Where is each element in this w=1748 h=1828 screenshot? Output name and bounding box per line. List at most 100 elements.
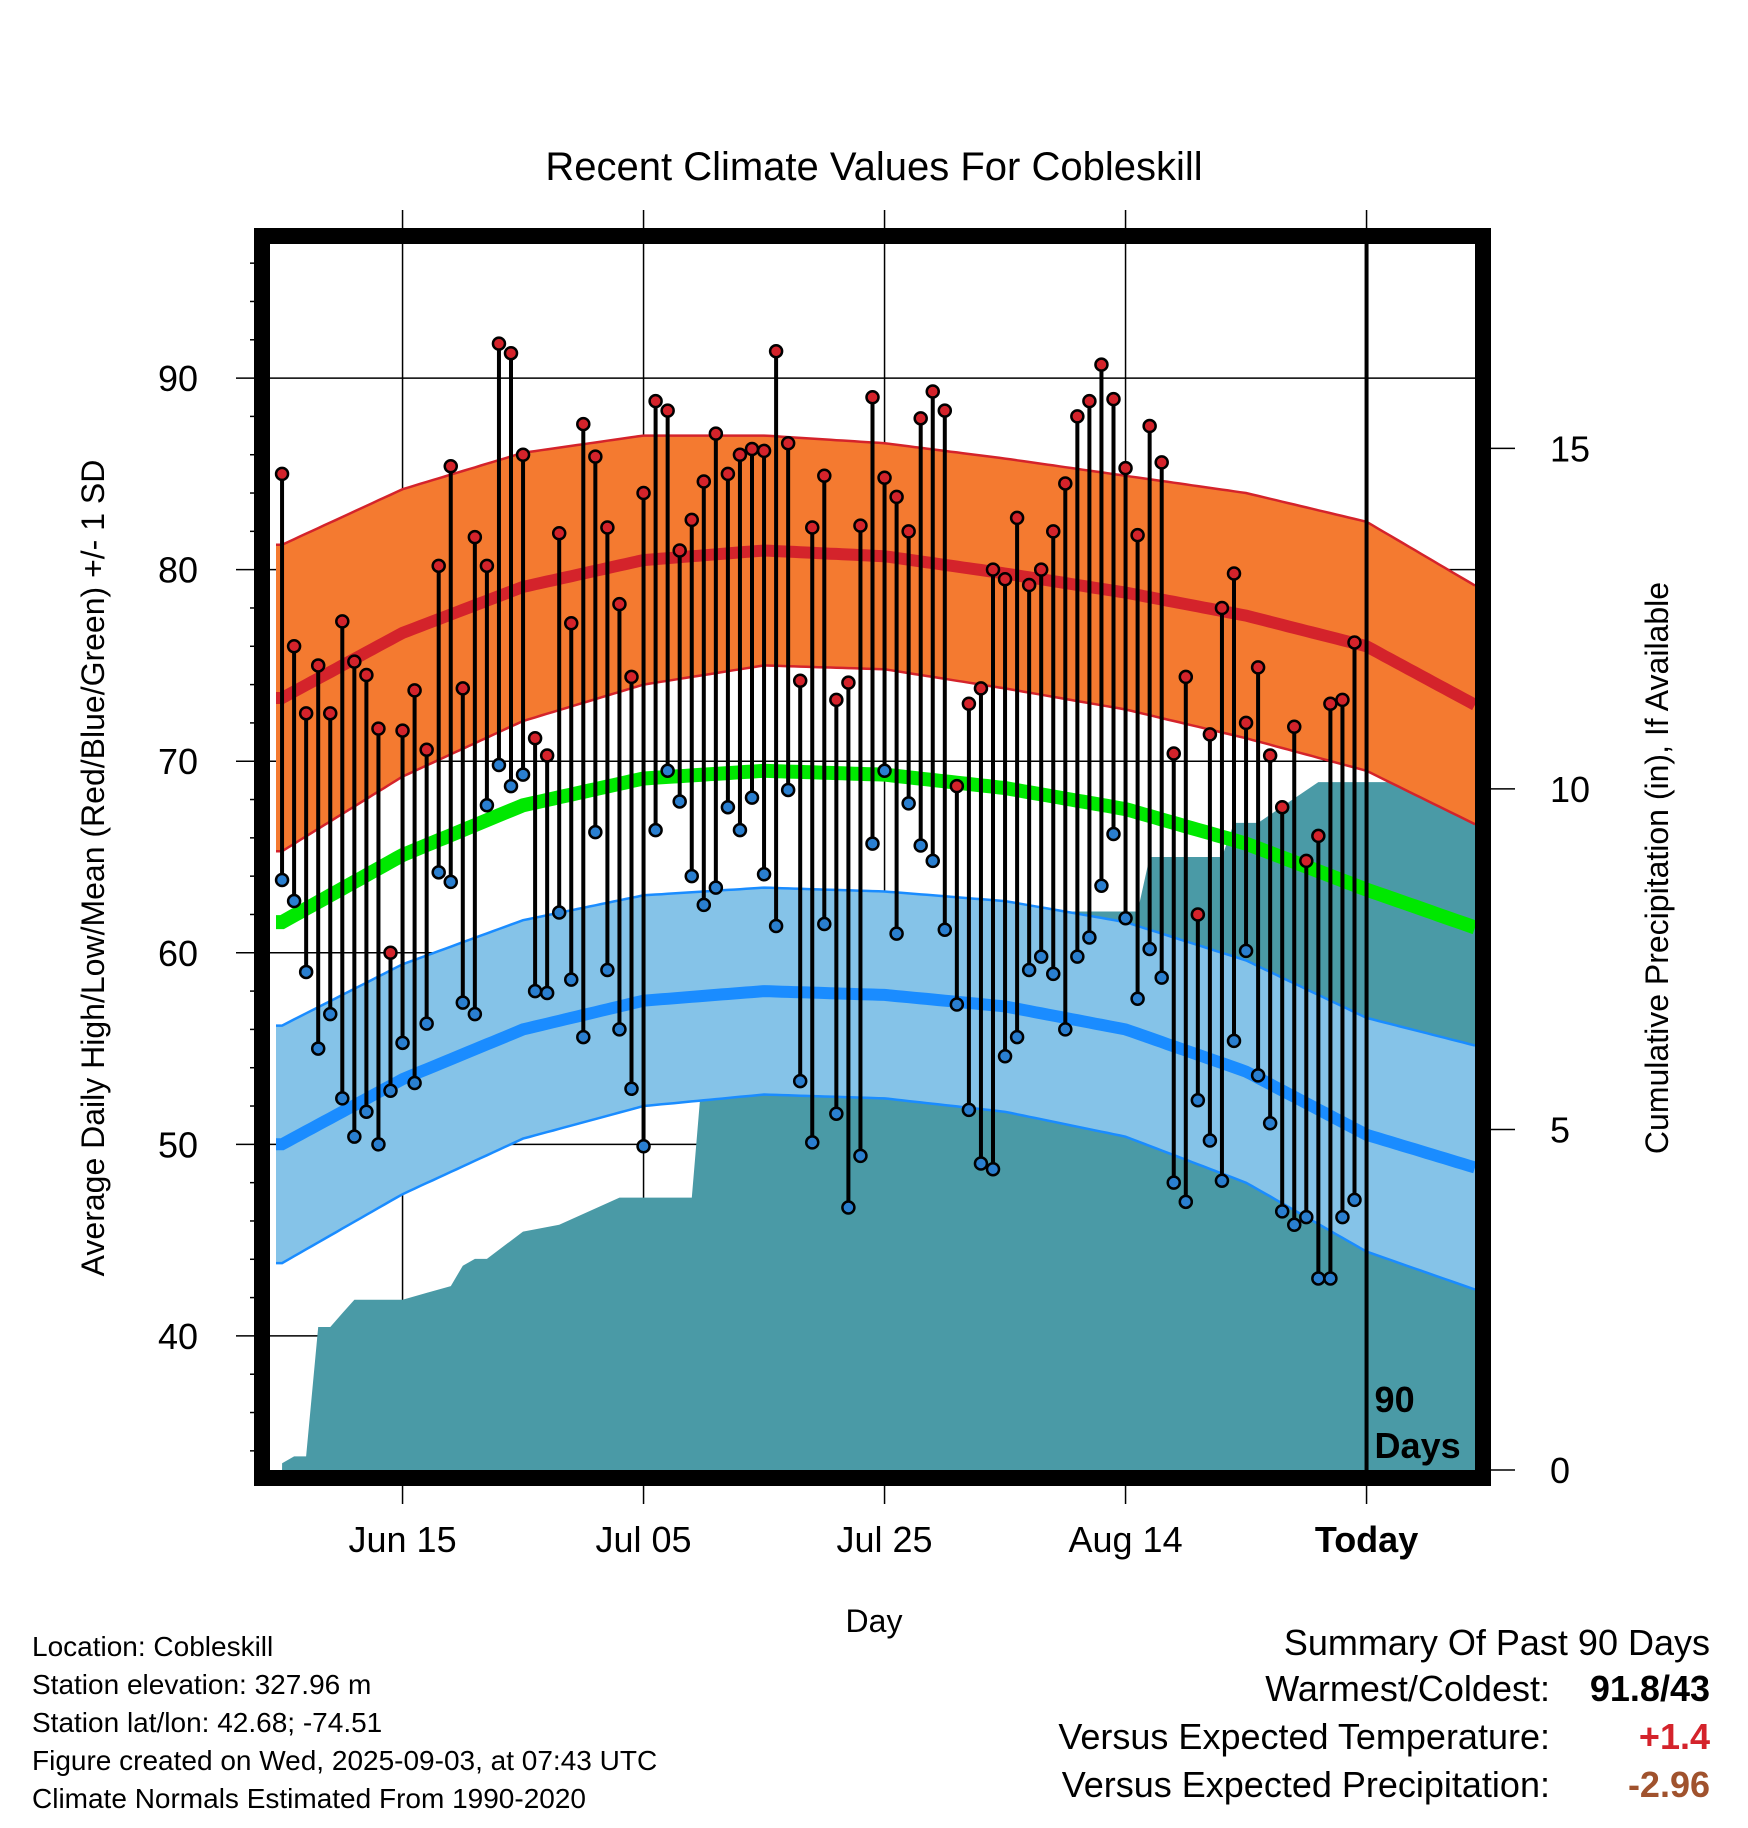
daily-low-point xyxy=(1046,966,1061,982)
daily-low-point xyxy=(696,897,712,913)
daily-low-point xyxy=(1082,930,1097,945)
daily-low-point xyxy=(491,757,507,773)
created-text: Figure created on Wed, 2025-09-03, at 07… xyxy=(32,1745,658,1776)
daily-high-point xyxy=(636,485,651,501)
daily-low-point xyxy=(1118,911,1133,926)
daily-low-point xyxy=(1070,949,1085,964)
daily-high-point xyxy=(1082,393,1097,409)
daily-high-point xyxy=(527,730,543,746)
daily-high-point xyxy=(973,681,989,696)
daily-low-point xyxy=(1335,1209,1350,1225)
daily-high-point xyxy=(515,447,531,462)
daily-low-point xyxy=(503,778,519,794)
daily-high-point xyxy=(1274,799,1290,815)
daily-high-point xyxy=(395,723,410,738)
daily-high-point xyxy=(564,616,579,631)
daily-low-point xyxy=(371,1137,386,1152)
daily-low-point xyxy=(973,1156,989,1171)
daily-high-point xyxy=(359,667,374,683)
daily-low-point xyxy=(732,822,748,838)
daily-low-point xyxy=(1323,1271,1338,1286)
daily-high-point xyxy=(648,393,663,409)
daily-high-point xyxy=(443,458,458,474)
daily-low-point xyxy=(792,1073,808,1089)
daily-low-point xyxy=(865,836,880,851)
daily-high-point xyxy=(792,673,808,689)
daily-low-point xyxy=(877,763,892,779)
daily-low-point xyxy=(1166,1175,1181,1190)
daily-high-point xyxy=(1009,510,1025,526)
y2-axis-title: Cumulative Precipitation (in), If Availa… xyxy=(1639,582,1675,1154)
chart-title: Recent Climate Values For Cobleskill xyxy=(545,145,1202,189)
daily-high-point xyxy=(841,675,856,690)
daily-high-point xyxy=(1202,727,1218,742)
daily-low-point xyxy=(853,1148,868,1164)
daily-low-point xyxy=(1178,1194,1194,1210)
daily-low-point xyxy=(1262,1116,1278,1131)
daily-high-point xyxy=(1154,455,1169,470)
daily-high-point xyxy=(431,558,446,574)
daily-low-point xyxy=(576,1029,591,1045)
location-text: Location: Cobleskill xyxy=(32,1631,274,1662)
daily-high-point xyxy=(805,520,820,535)
daily-low-point xyxy=(564,972,579,987)
daily-high-point xyxy=(539,748,555,763)
plot-frame xyxy=(254,228,1491,1486)
daily-high-point xyxy=(479,558,495,574)
daily-high-point xyxy=(286,639,302,654)
daily-high-point xyxy=(1021,577,1037,593)
daily-low-point xyxy=(600,962,615,978)
daily-high-point xyxy=(1166,746,1181,761)
daily-high-point xyxy=(1323,696,1338,711)
y-axis-title: Average Daily High/Low/Mean (Red/Blue/Gr… xyxy=(75,460,111,1277)
daily-high-point xyxy=(1287,719,1302,734)
daily-low-point xyxy=(744,790,760,805)
daily-high-point xyxy=(1250,660,1266,675)
daily-low-point xyxy=(648,822,663,838)
daily-high-point xyxy=(1058,476,1073,491)
daily-high-point xyxy=(1226,566,1242,581)
daily-low-point xyxy=(1021,962,1037,978)
daily-low-point xyxy=(335,1091,350,1106)
daily-high-point xyxy=(732,447,748,462)
daily-low-point xyxy=(1202,1133,1218,1148)
daily-low-point xyxy=(1347,1192,1362,1208)
daily-low-point xyxy=(937,922,953,938)
daily-low-point xyxy=(805,1135,820,1150)
daily-low-point xyxy=(479,798,495,813)
daily-high-point xyxy=(853,518,868,533)
daily-high-point xyxy=(1190,907,1206,922)
x-tick-label: Today xyxy=(1315,1519,1418,1560)
normals-text: Climate Normals Estimated From 1990-2020 xyxy=(32,1783,586,1814)
daily-high-point xyxy=(347,654,362,669)
daily-low-point xyxy=(1214,1173,1230,1188)
summary-temp-row: Versus Expected Temperature: +1.4 xyxy=(1058,1716,1710,1764)
daily-high-point xyxy=(1106,391,1121,407)
summary-warmest-row: Warmest/Coldest: 91.8/43 xyxy=(1058,1668,1710,1716)
daily-high-point xyxy=(1142,418,1157,434)
daily-low-point xyxy=(829,1106,844,1121)
daily-high-point xyxy=(612,596,627,612)
daily-high-point xyxy=(1299,853,1314,869)
daily-low-point xyxy=(1274,1204,1290,1219)
daily-low-point xyxy=(925,853,940,869)
daily-high-point xyxy=(768,344,784,359)
daily-high-point xyxy=(1178,669,1194,685)
x-tick-label: Jul 05 xyxy=(596,1519,692,1560)
x-tick-label: Jun 15 xyxy=(349,1519,457,1560)
daily-low-point xyxy=(1009,1029,1025,1045)
daily-high-point xyxy=(985,562,1001,577)
daily-high-point xyxy=(949,778,965,794)
high-sd-band xyxy=(276,435,1475,852)
daily-low-point xyxy=(419,1016,434,1031)
daily-high-point xyxy=(997,571,1013,587)
daily-low-point xyxy=(889,926,904,941)
daily-high-point xyxy=(310,658,326,673)
daily-high-point xyxy=(467,529,483,545)
temp-anomaly-label: Versus Expected Temperature: xyxy=(1058,1716,1550,1757)
daily-low-point xyxy=(1238,943,1254,959)
today-window-label-line: 90 xyxy=(1375,1379,1415,1420)
daily-high-point xyxy=(419,742,434,757)
daily-high-point xyxy=(1046,524,1061,539)
